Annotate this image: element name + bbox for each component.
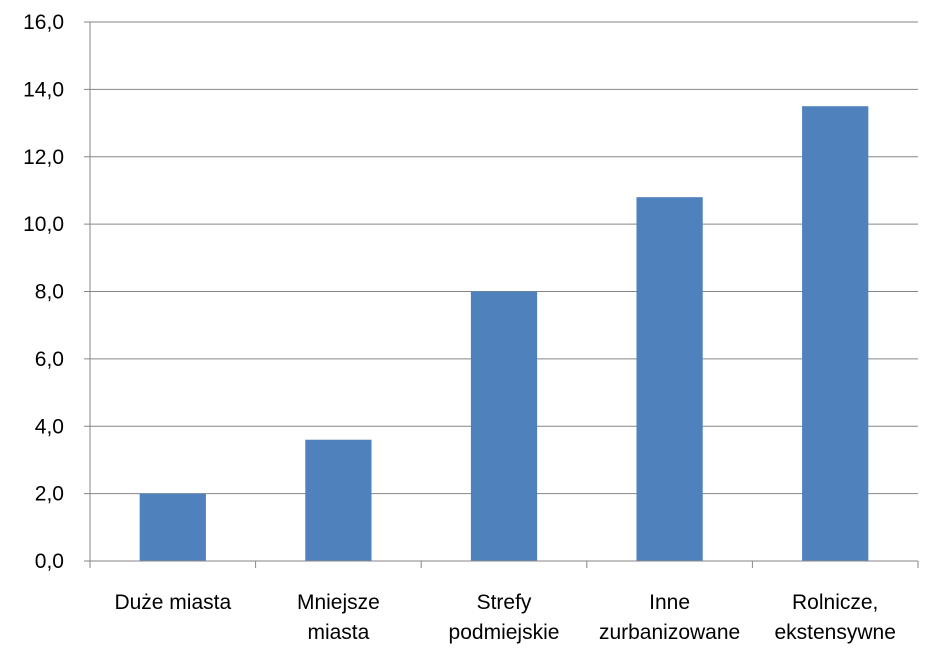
x-tick-label: Inne zurbanizowane <box>599 591 740 644</box>
y-tick-label: 16,0 <box>23 11 64 34</box>
x-tick-label: Duże miasta <box>114 591 231 614</box>
y-tick-label: 8,0 <box>35 281 64 304</box>
bar <box>305 439 372 561</box>
x-tick-labels: Duże miasta Mniejsze miasta Strefy podmiejsk… <box>114 591 895 644</box>
x-tick-label: Strefy podmiejskie <box>449 591 560 644</box>
bar <box>802 106 869 561</box>
bar <box>139 493 206 561</box>
y-tick-label: 6,0 <box>35 348 64 371</box>
x-tick-label: Rolnicze, ekstensywne <box>774 591 895 644</box>
y-tick-label: 0,0 <box>35 550 64 573</box>
axes <box>84 21 919 568</box>
y-tick-label: 12,0 <box>23 146 64 169</box>
y-tick-label: 4,0 <box>35 415 64 438</box>
x-tick-label: Mniejsze miasta <box>297 591 380 644</box>
bar <box>636 197 703 562</box>
y-tick-label: 14,0 <box>23 78 64 101</box>
y-tick-labels: 0,0 2,0 4,0 6,0 8,0 10,0 12,0 14,0 16,0 <box>23 11 64 573</box>
bars <box>139 106 869 562</box>
bar <box>470 291 538 561</box>
y-tick-label: 2,0 <box>35 483 64 506</box>
y-tick-label: 10,0 <box>23 213 64 236</box>
